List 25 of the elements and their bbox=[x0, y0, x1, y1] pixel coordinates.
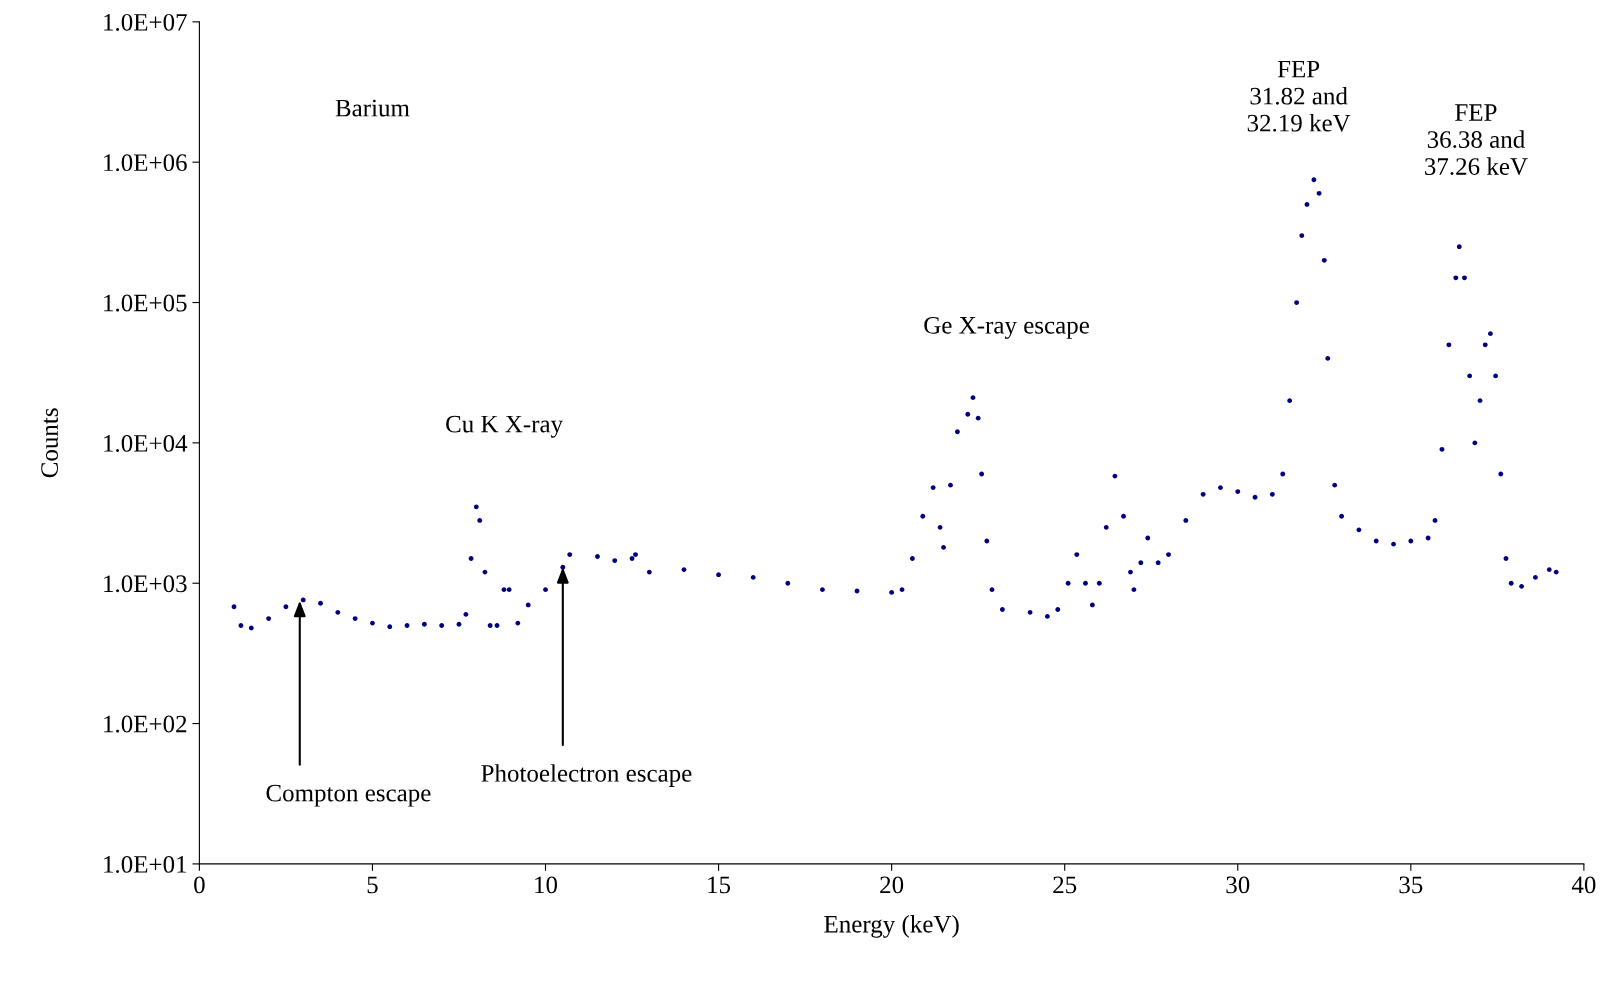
y-tick-label: 1.0E+06 bbox=[104, 154, 187, 172]
x-tick-label: 30 bbox=[1226, 876, 1250, 894]
x-tick-label: 15 bbox=[708, 876, 731, 894]
annotation: Barium bbox=[335, 99, 410, 117]
x-tick-label: 25 bbox=[1053, 876, 1077, 894]
annotation: Compton escape bbox=[266, 784, 431, 807]
x-tick-label: 20 bbox=[880, 876, 904, 894]
annotation: FEP 31.82 and 32.19 keV bbox=[1247, 60, 1351, 132]
y-tick-label: 1.0E+02 bbox=[104, 715, 187, 733]
annotation: Ge X-ray escape bbox=[924, 316, 1089, 339]
x-tick-label: 5 bbox=[367, 876, 378, 894]
y-tick-label: 1.0E+01 bbox=[104, 855, 187, 873]
x-axis-title: Energy (keV) bbox=[824, 915, 959, 938]
x-tick-label: 35 bbox=[1399, 876, 1423, 894]
x-tick-label: 40 bbox=[1571, 876, 1596, 894]
annotation: Photoelectron escape bbox=[481, 764, 692, 787]
y-axis-title: Counts bbox=[41, 408, 58, 478]
y-tick-label: 1.0E+03 bbox=[104, 575, 187, 593]
x-tick-label: 0 bbox=[194, 876, 205, 894]
y-tick-label: 1.0E+05 bbox=[104, 294, 187, 312]
annotation: Cu K X-ray bbox=[446, 415, 563, 438]
x-tick-label: 10 bbox=[535, 876, 558, 894]
annotation: FEP 36.38 and 37.26 keV bbox=[1425, 104, 1528, 176]
y-tick-label: 1.0E+04 bbox=[104, 434, 188, 452]
y-tick-label: 1.0E+07 bbox=[104, 13, 187, 31]
